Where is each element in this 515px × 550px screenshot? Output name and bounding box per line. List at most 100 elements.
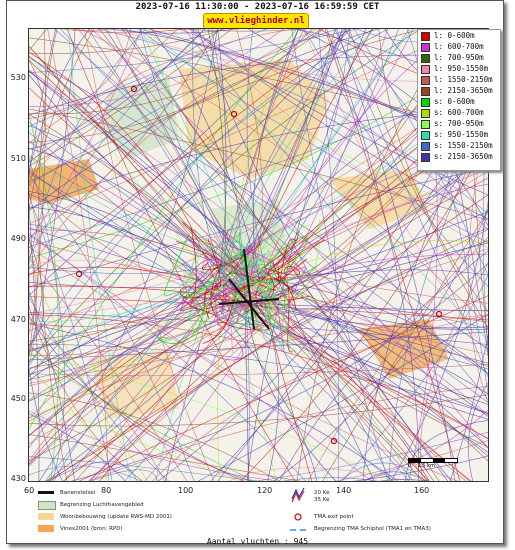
legend-swatch xyxy=(421,86,430,96)
flight-track xyxy=(151,315,488,481)
flight-track xyxy=(189,227,217,317)
tma-exit-point xyxy=(435,310,443,318)
flight-track xyxy=(49,229,488,481)
flight-track xyxy=(29,167,488,288)
legend-vinex: Vinex2001 (bron: RPD) xyxy=(38,525,123,533)
flight-track xyxy=(189,29,488,220)
flight-track xyxy=(38,29,218,481)
flight-track xyxy=(96,29,488,215)
legend-ke-contours: 20 Ke xyxy=(290,487,329,503)
y-tick-450: 450 xyxy=(10,394,26,403)
flight-track xyxy=(29,278,265,467)
flight-track xyxy=(29,456,259,481)
flight-track xyxy=(324,29,460,481)
legend-luchthaven: Begrenzing Luchthavengebied xyxy=(38,501,144,510)
tma-exit-icon xyxy=(294,513,302,521)
flight-track xyxy=(265,29,351,268)
flight-track xyxy=(29,238,44,347)
flight-track xyxy=(250,183,488,283)
flight-track xyxy=(228,29,305,276)
scale-bar-label: 0 2.5 km xyxy=(408,463,435,469)
flight-track xyxy=(29,288,264,369)
flight-track xyxy=(29,147,238,295)
legend-swatch xyxy=(421,53,430,63)
flight-track xyxy=(29,301,240,449)
flight-track xyxy=(88,386,488,481)
flight-track xyxy=(173,287,233,317)
y-tick-470: 470 xyxy=(10,315,26,324)
legend-item: l: 950-1550m xyxy=(421,64,488,74)
flight-track xyxy=(29,227,488,364)
flight-track xyxy=(246,29,367,481)
map-legend: Banenstelsel Begrenzing Luchthavengebied… xyxy=(28,484,487,536)
x-tick-120: 120 xyxy=(257,486,273,495)
flight-track xyxy=(364,471,428,481)
legend-label: s: 0-600m xyxy=(434,97,475,106)
flight-track xyxy=(277,238,297,284)
flight-track xyxy=(29,249,149,481)
legend-label: l: 600-700m xyxy=(434,42,484,51)
flight-track xyxy=(184,306,205,342)
legend-item: s: 2150-3650m xyxy=(421,152,493,162)
tma-exit-point xyxy=(130,85,138,93)
flight-track xyxy=(229,282,488,370)
flight-track xyxy=(38,29,68,481)
flight-track xyxy=(29,318,166,481)
flight-track xyxy=(151,29,262,287)
flight-track xyxy=(137,29,488,243)
flight-track xyxy=(173,258,201,286)
flight-track xyxy=(170,29,488,215)
y-tick-490: 490 xyxy=(10,234,26,243)
flight-track xyxy=(252,29,299,284)
flight-track xyxy=(29,248,488,419)
flight-track xyxy=(90,29,488,449)
flight-track xyxy=(208,241,273,286)
flight-track xyxy=(66,29,296,481)
flight-track xyxy=(29,55,273,287)
tma-exit-point xyxy=(75,270,83,278)
flight-track xyxy=(29,29,132,119)
flight-track xyxy=(29,157,65,481)
flight-track xyxy=(261,308,280,481)
flight-track xyxy=(282,477,378,481)
legend-item: l: 600-700m xyxy=(421,42,484,52)
flight-track xyxy=(326,29,420,481)
flight-track xyxy=(29,331,488,361)
flight-track xyxy=(29,29,375,367)
flight-track xyxy=(247,293,290,346)
flight-track xyxy=(176,29,311,32)
flight-track xyxy=(482,110,488,356)
flight-track xyxy=(29,312,488,345)
x-tick-80: 80 xyxy=(101,486,112,495)
flight-track xyxy=(272,29,399,273)
flight-track xyxy=(225,228,276,268)
flight-track xyxy=(90,469,158,481)
flight-track xyxy=(405,420,488,481)
flight-track xyxy=(187,241,254,319)
flight-track xyxy=(71,29,186,34)
legend-item: l: 700-950m xyxy=(421,53,484,63)
flight-track xyxy=(219,310,317,481)
flight-track xyxy=(241,253,324,292)
flight-track xyxy=(29,202,40,481)
residential-swatch xyxy=(38,513,54,520)
flight-track xyxy=(107,29,238,34)
flight-track xyxy=(53,309,242,481)
flight-track xyxy=(221,250,297,352)
flight-track xyxy=(163,233,205,315)
flight-track xyxy=(29,191,217,304)
flight-track xyxy=(29,192,39,335)
flight-track xyxy=(273,208,488,481)
legend-item: s: 0-600m xyxy=(421,97,475,107)
site-badge[interactable]: www.vlieghinder.nl xyxy=(203,13,309,29)
tma-exit-point xyxy=(230,110,238,118)
flight-track xyxy=(29,352,392,481)
flight-track xyxy=(29,29,313,296)
legend-swatch xyxy=(421,75,430,85)
legend-label: l: 950-1550m xyxy=(434,64,489,73)
flight-track xyxy=(256,269,488,283)
legend-item: s: 700-950m xyxy=(421,119,484,129)
legend-swatch xyxy=(421,31,430,41)
runway xyxy=(228,278,270,330)
legend-item: s: 1550-2150m xyxy=(421,141,493,151)
